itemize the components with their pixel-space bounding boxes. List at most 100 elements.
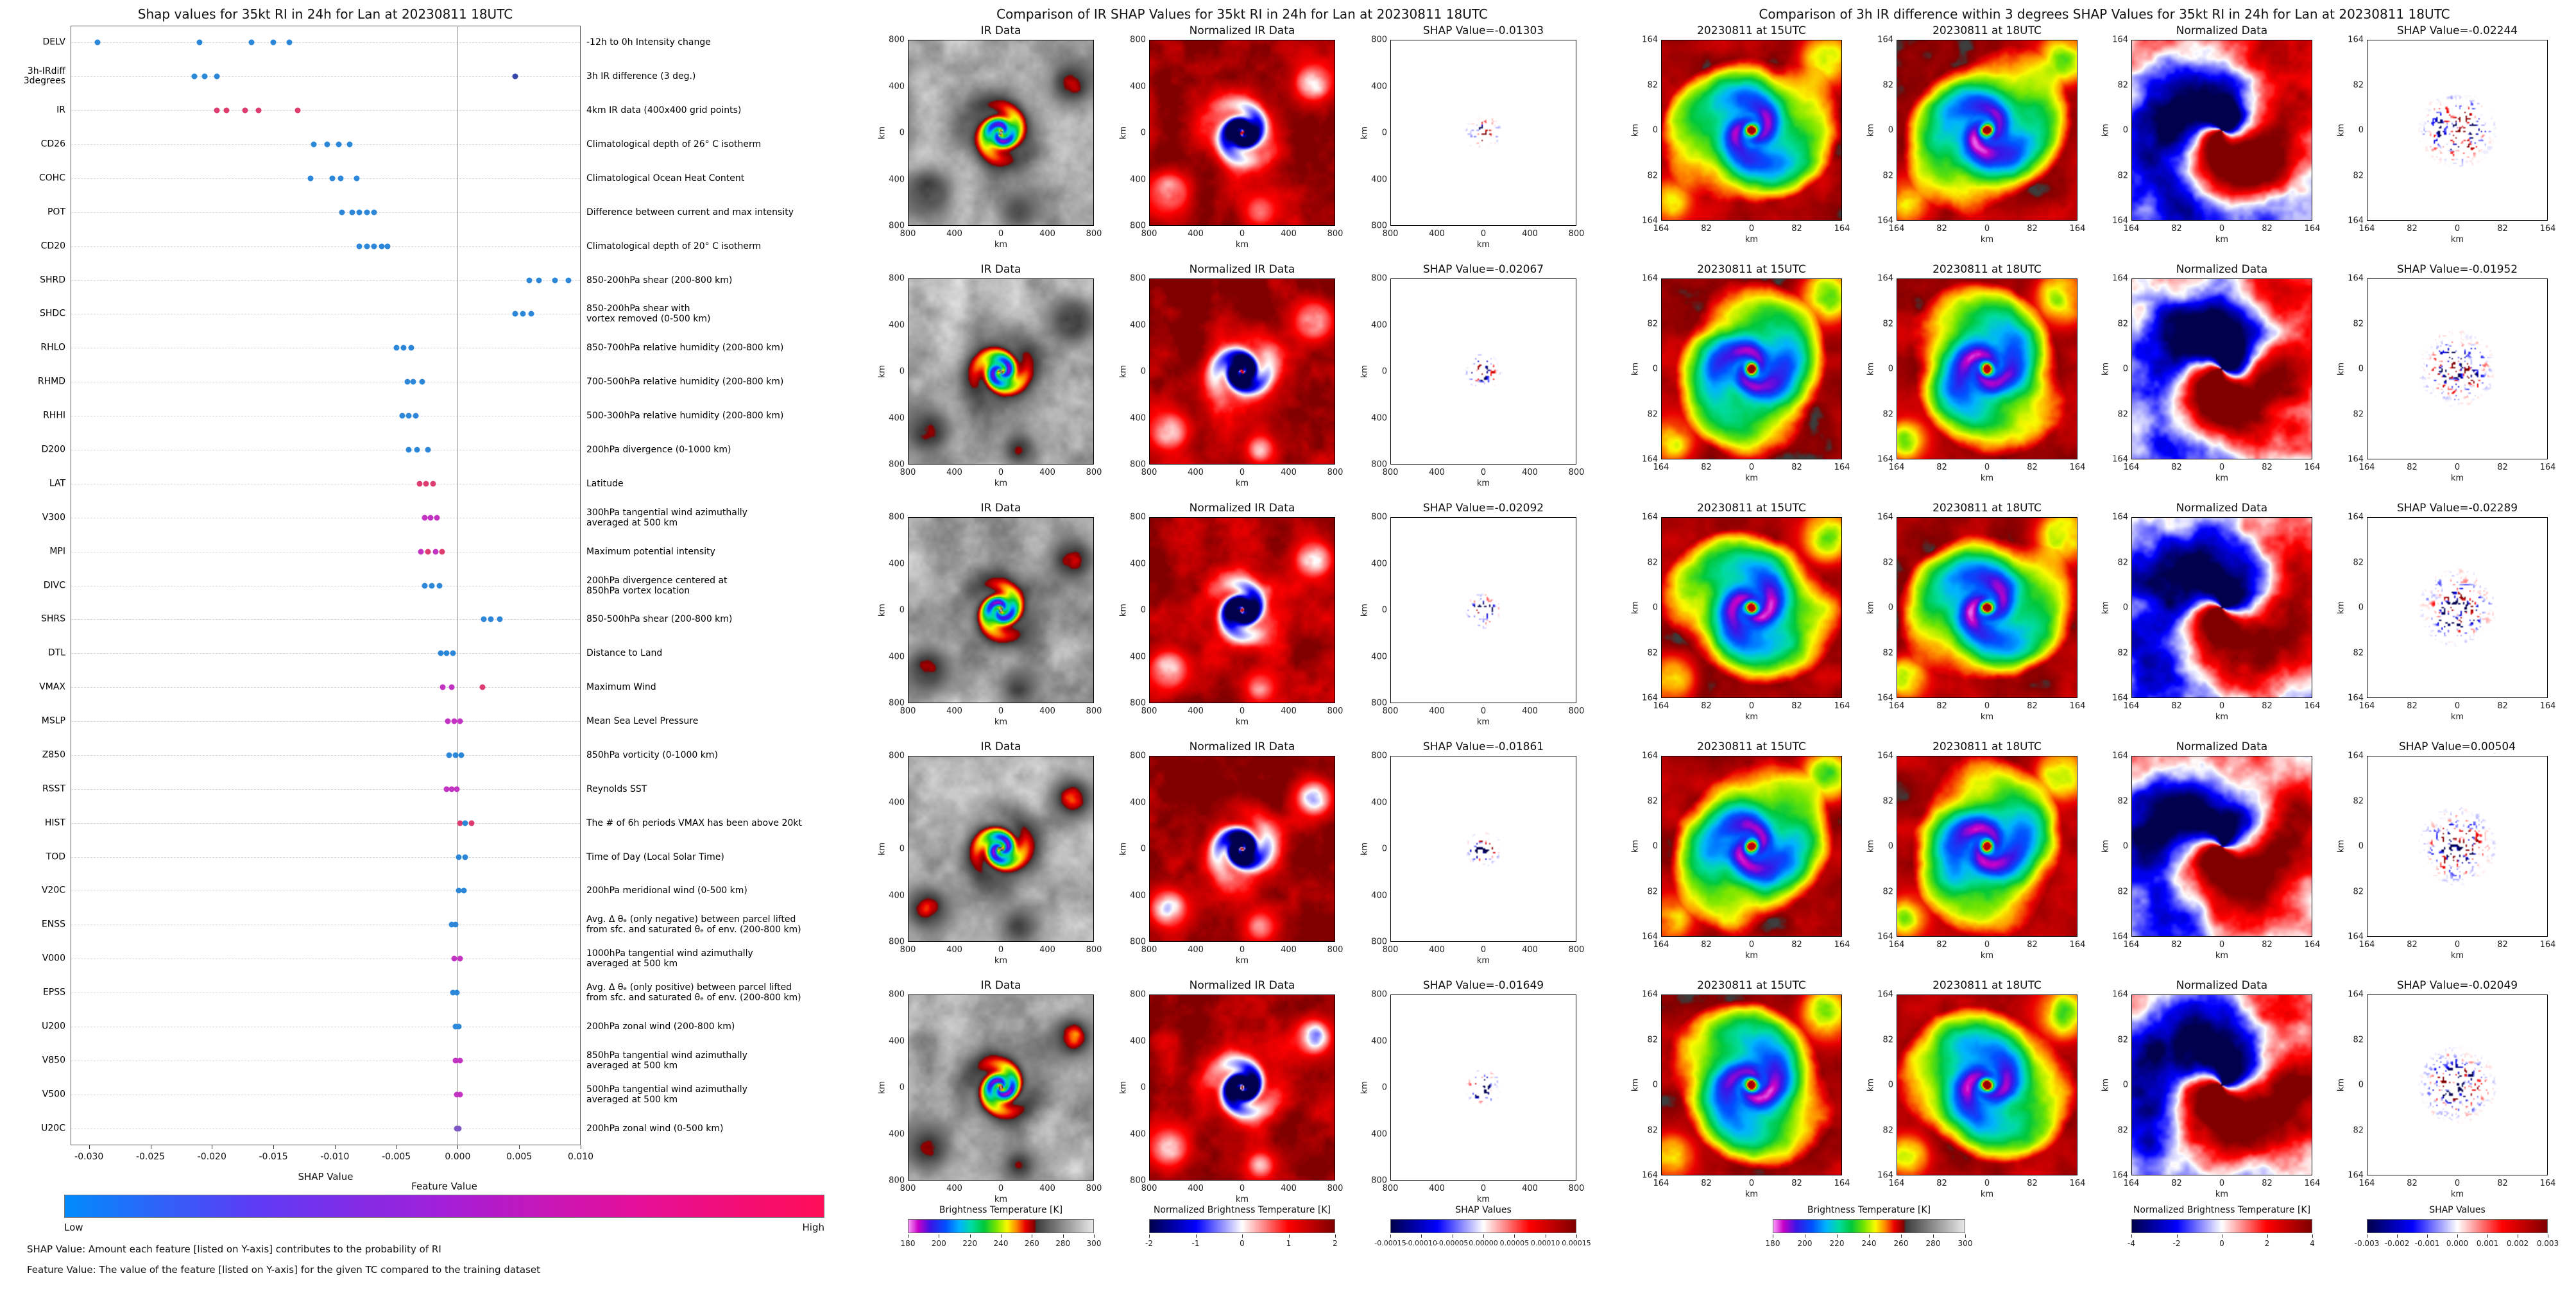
y-axis-tick-label: 0 (2358, 602, 2364, 613)
row-gridline (71, 721, 580, 722)
x-axis-km-label: km (1235, 956, 1249, 966)
shap-point (452, 1057, 459, 1064)
y-axis-tick-label: 800 (1130, 459, 1146, 470)
y-axis-tick-label: 164 (1642, 35, 1658, 45)
shap-diff-image (2367, 994, 2548, 1175)
y-axis-tick-label: 82 (1647, 648, 1658, 658)
y-axis-km-label: km (2336, 839, 2346, 853)
ir-image (908, 40, 1094, 226)
x-tick-label: -0.010 (320, 1152, 350, 1162)
shap-point (427, 515, 434, 521)
feature-label: VMAX (39, 681, 65, 692)
y-axis-tick-label: 400 (1130, 81, 1146, 91)
shap-point (448, 684, 455, 690)
subplot-title: Normalized Data (2176, 979, 2268, 992)
subplot-title: 20230811 at 18UTC (1932, 740, 2042, 753)
x-axis-tick-label: 400 (1281, 945, 1297, 955)
shap-point (196, 39, 203, 46)
row-gridline (71, 110, 580, 112)
shap-point (371, 209, 377, 216)
shap-point (458, 752, 465, 758)
shap-point (255, 107, 262, 114)
x-axis-tick-label: 164 (1888, 224, 1905, 234)
shap-point (456, 854, 462, 860)
colorbar-title: Brightness Temperature [K] (939, 1205, 1063, 1215)
y-axis-tick-label: 400 (1130, 891, 1146, 900)
colorbar-tick-label: 2 (2264, 1239, 2270, 1248)
x-axis-tick-label: 800 (1141, 945, 1157, 955)
x-axis-tick-label: 82 (1936, 224, 1947, 234)
y-axis-km-label: km (877, 364, 887, 379)
shap-point (528, 311, 534, 317)
y-axis-tick-label: 0 (1140, 605, 1146, 615)
normalized-ir-image (1149, 40, 1335, 226)
x-axis-km-label: km (1476, 956, 1490, 966)
colorbar-tick-label: 0.00015 (1562, 1239, 1591, 1247)
x-axis-tick-label: 82 (2027, 224, 2038, 234)
colorbar-tick-mark (2427, 1234, 2428, 1238)
shap-point (354, 175, 360, 182)
y-axis-tick-label: 0 (1140, 844, 1146, 854)
colorbar-gradient (1773, 1219, 1965, 1233)
shap-point (457, 1091, 463, 1098)
shap-point (248, 39, 255, 46)
y-axis-tick-label: 164 (1642, 693, 1658, 703)
x-axis-tick-label: 164 (2304, 1179, 2321, 1188)
x-axis-tick-label: 82 (2262, 463, 2273, 472)
feature-label: RHLO (40, 342, 65, 353)
y-axis-tick-label: 400 (1130, 320, 1146, 330)
y-axis-km-label: km (2101, 362, 2111, 376)
y-axis-tick-label: 164 (1877, 35, 1893, 45)
feature-description: 850hPa vorticity (0-1000 km) (586, 749, 718, 760)
x-axis-tick-label: 164 (1653, 463, 1669, 472)
colorbar-tick-label: 260 (1893, 1239, 1909, 1248)
colorbar-tick-label: 280 (1925, 1239, 1941, 1248)
shap-value-image (1390, 517, 1576, 703)
x-axis-tick-label: 800 (1568, 945, 1585, 955)
y-axis-km-label: km (2101, 1078, 2111, 1092)
y-axis-tick-label: 82 (1882, 171, 1893, 180)
x-axis-tick-label: 400 (946, 229, 962, 239)
x-axis-km-label: km (994, 717, 1008, 727)
y-axis-km-label: km (1866, 839, 1876, 853)
x-axis-tick-label: 800 (1568, 229, 1585, 239)
y-axis-tick-label: 800 (1130, 35, 1146, 45)
y-axis-tick-label: 0 (1381, 605, 1387, 615)
colorbar-tick-label: -2 (2172, 1239, 2181, 1248)
y-axis-km-label: km (877, 603, 887, 617)
y-axis-tick-label: 164 (1877, 273, 1893, 284)
y-axis-tick-label: 164 (2348, 512, 2364, 522)
colorbar-title: SHAP Values (2429, 1205, 2486, 1215)
y-axis-tick-label: 800 (889, 459, 905, 470)
colorbar-tick-label: -0.001 (2414, 1239, 2440, 1248)
y-axis-tick-label: 82 (1882, 648, 1893, 658)
x-axis-km-label: km (2450, 1190, 2464, 1199)
feature-label: MSLP (41, 715, 65, 726)
y-axis-tick-label: 82 (1882, 558, 1893, 567)
y-axis-tick-label: 400 (889, 652, 905, 662)
y-axis-tick-label: 82 (2353, 887, 2364, 896)
shap-point (432, 549, 439, 555)
row-gridline (71, 619, 580, 620)
colorbar-tick-mark (1390, 1234, 1391, 1238)
y-axis-tick-label: 82 (1882, 319, 1893, 329)
x-axis-tick-label: 164 (2069, 940, 2086, 950)
colorbar-title: Normalized Brightness Temperature [K] (1153, 1205, 1331, 1215)
shap-point (512, 73, 518, 80)
shap-point (462, 820, 468, 826)
shap-point (452, 921, 459, 928)
colorbar-tick-label: 0.00010 (1530, 1239, 1560, 1247)
y-axis-tick-label: 0 (1888, 602, 1893, 613)
colorbar-tick-label: -4 (2128, 1239, 2135, 1248)
x-axis-tick-label: 800 (1141, 468, 1157, 477)
feature-description: 200hPa zonal wind (200-800 km) (586, 1021, 735, 1032)
y-axis-tick-label: 0 (1381, 844, 1387, 854)
subplot-title-shap-value: SHAP Value=-0.01952 (2396, 263, 2518, 276)
y-axis-tick-label: 0 (2358, 841, 2364, 851)
feature-description: 300hPa tangential wind azimuthally avera… (586, 507, 747, 528)
row-gridline (71, 755, 580, 756)
ir-15utc-image (1661, 278, 1842, 459)
colorbar-tick-label: 0.000 (2446, 1239, 2469, 1248)
y-axis-tick-label: 800 (1371, 989, 1387, 1000)
shap-point (457, 955, 463, 962)
